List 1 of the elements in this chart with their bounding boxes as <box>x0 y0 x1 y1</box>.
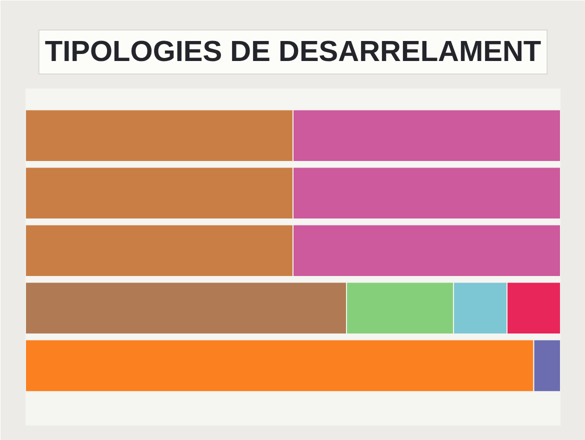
chart-title: TIPOLOGIES DE DESARRELAMENT <box>44 36 542 68</box>
